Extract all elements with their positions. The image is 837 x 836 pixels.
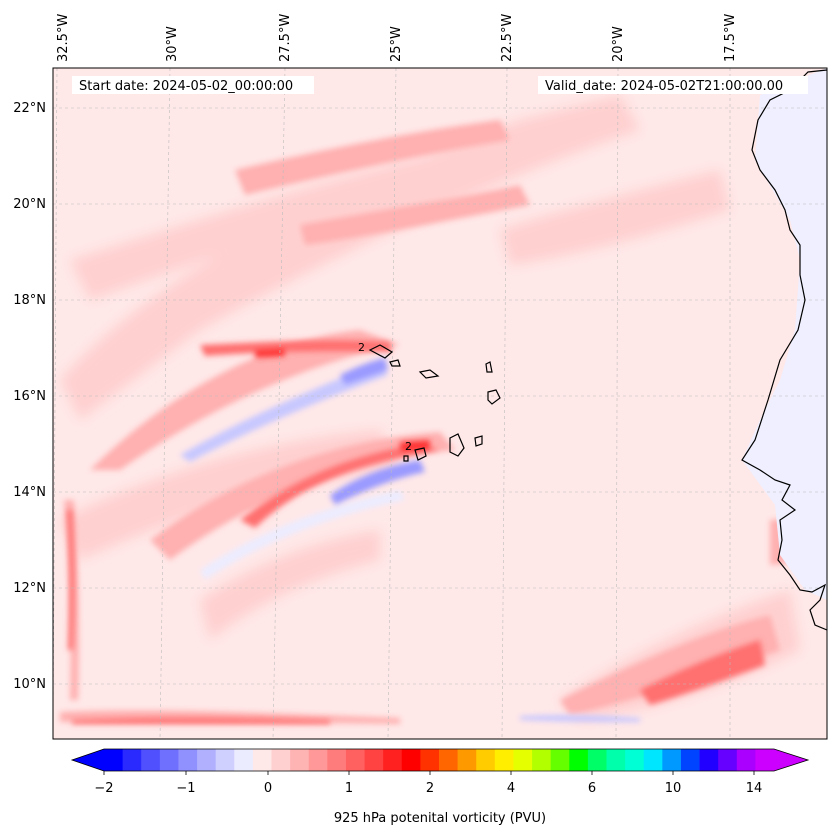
cb-tick-label: 0 bbox=[264, 781, 272, 796]
lat-label: 14°N bbox=[13, 485, 46, 500]
lon-label: 17.5°W bbox=[723, 14, 738, 62]
colorbar-over-arrow bbox=[774, 749, 808, 771]
colorbar-swatch bbox=[718, 749, 738, 771]
longitude-labels: 32.5°W 30°W 27.5°W 25°W 22.5°W 20°W 17.5… bbox=[56, 14, 738, 62]
africa-coastline bbox=[741, 69, 827, 631]
colorbar-swatches bbox=[104, 749, 775, 771]
colorbar-swatch bbox=[755, 749, 775, 771]
island-santo-antao bbox=[368, 344, 394, 359]
colorbar-swatch bbox=[680, 749, 700, 771]
island-maio bbox=[418, 369, 440, 379]
colorbar-swatch bbox=[215, 749, 235, 771]
colorbar-swatch bbox=[457, 749, 477, 771]
colorbar-under-arrow bbox=[72, 749, 104, 771]
colorbar-swatch bbox=[104, 749, 124, 771]
cb-tick-label: 4 bbox=[507, 781, 515, 796]
lon-label: 20°W bbox=[611, 26, 626, 62]
colorbar-swatch bbox=[122, 749, 142, 771]
colorbar-swatch bbox=[513, 749, 533, 771]
cb-tick-label: 6 bbox=[588, 781, 596, 796]
colorbar-swatch bbox=[197, 749, 217, 771]
cb-tick-label: 10 bbox=[665, 781, 682, 796]
valid-date-box bbox=[538, 76, 808, 94]
colorbar-swatch bbox=[308, 749, 328, 771]
island-brava bbox=[403, 455, 409, 462]
colorbar: −2 −1 0 1 2 4 6 10 14 925 hPa potenital … bbox=[70, 748, 810, 826]
colorbar-swatch bbox=[178, 749, 198, 771]
colorbar-swatch bbox=[159, 749, 179, 771]
colorbar-swatch bbox=[290, 749, 310, 771]
colorbar-swatch bbox=[569, 749, 589, 771]
colorbar-ticks bbox=[103, 771, 755, 775]
pv-blue-bands bbox=[180, 358, 640, 722]
island-east bbox=[474, 435, 483, 447]
lon-label: 22.5°W bbox=[500, 14, 515, 62]
colorbar-label: 925 hPa potenital vorticity (PVU) bbox=[334, 811, 546, 826]
colorbar-swatch bbox=[364, 749, 384, 771]
colorbar-swatch bbox=[606, 749, 626, 771]
colorbar-swatch bbox=[327, 749, 347, 771]
latitude-labels: 22°N 20°N 18°N 16°N 14°N 12°N 10°N bbox=[13, 101, 46, 692]
lat-label: 18°N bbox=[13, 293, 46, 308]
colorbar-swatch bbox=[476, 749, 496, 771]
cb-tick-label: 2 bbox=[426, 781, 434, 796]
lat-label: 22°N bbox=[13, 101, 46, 116]
contour-label-2: 2 bbox=[405, 440, 412, 453]
map-frame bbox=[52, 67, 828, 740]
colorbar-swatch bbox=[234, 749, 254, 771]
lat-label: 16°N bbox=[13, 389, 46, 404]
lon-label: 30°W bbox=[165, 26, 180, 62]
lat-label: 20°N bbox=[13, 197, 46, 212]
island-boa-vista bbox=[487, 389, 501, 405]
island-santiago bbox=[449, 433, 465, 457]
lon-label: 27.5°W bbox=[278, 14, 293, 62]
lat-label: 12°N bbox=[13, 581, 46, 596]
colorbar-swatch bbox=[736, 749, 756, 771]
colorbar-swatch bbox=[625, 749, 645, 771]
colorbar-swatch bbox=[401, 749, 421, 771]
start-date-text: Start date: 2024-05-02_00:00:00 bbox=[79, 79, 293, 94]
colorbar-swatch bbox=[662, 749, 682, 771]
lat-label: 10°N bbox=[13, 677, 46, 692]
colorbar-swatch bbox=[532, 749, 552, 771]
lon-label: 25°W bbox=[389, 26, 404, 62]
colorbar-swatch bbox=[383, 749, 403, 771]
valid-date-text: Valid_date: 2024-05-02T21:00:00.00 bbox=[545, 79, 783, 94]
africa-land-shading bbox=[742, 68, 827, 600]
colorbar-swatch bbox=[494, 749, 514, 771]
colorbar-swatch bbox=[141, 749, 161, 771]
colorbar-swatch bbox=[699, 749, 719, 771]
colorbar-swatch bbox=[345, 749, 365, 771]
colorbar-swatch bbox=[252, 749, 272, 771]
colorbar-swatch bbox=[439, 749, 459, 771]
colorbar-swatch bbox=[643, 749, 663, 771]
cb-tick-label: 1 bbox=[345, 781, 353, 796]
coastlines bbox=[368, 69, 827, 631]
island-fogo bbox=[414, 447, 427, 461]
cb-tick-label: −1 bbox=[176, 781, 195, 796]
island-sao-nicolau bbox=[389, 359, 401, 367]
island-sal bbox=[485, 361, 493, 373]
lon-label: 32.5°W bbox=[56, 14, 71, 62]
colorbar-swatch bbox=[550, 749, 570, 771]
start-date-box bbox=[72, 76, 314, 94]
contour-label-1: 2 bbox=[358, 341, 365, 354]
pv-pink-bands bbox=[60, 120, 827, 724]
colorbar-swatch bbox=[271, 749, 291, 771]
colorbar-swatch bbox=[420, 749, 440, 771]
cb-tick-label: −2 bbox=[94, 781, 113, 796]
cb-tick-label: 14 bbox=[746, 781, 763, 796]
colorbar-tick-labels: −2 −1 0 1 2 4 6 10 14 bbox=[94, 781, 762, 796]
colorbar-swatch bbox=[587, 749, 607, 771]
graticule bbox=[53, 68, 827, 739]
map-area: 2 2 Start date: 2024-05-02_00:00:00 Vali… bbox=[53, 68, 827, 739]
